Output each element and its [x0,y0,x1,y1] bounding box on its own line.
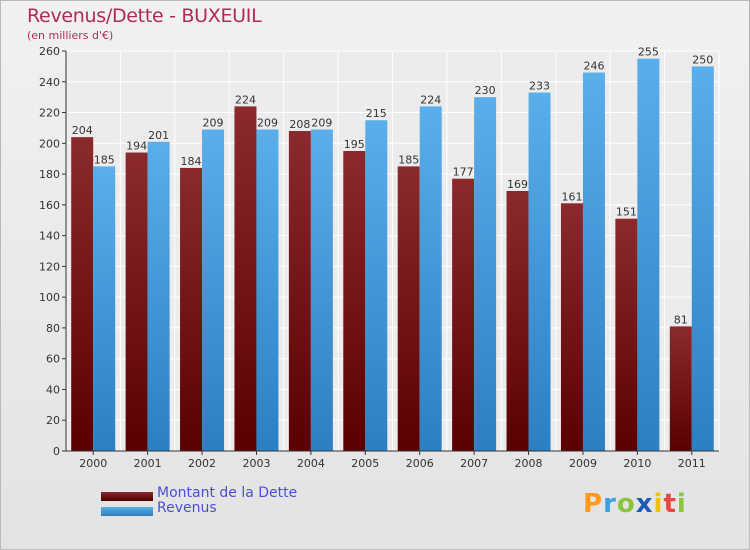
data-label-dette: 224 [235,93,256,106]
logo-letter: i [653,489,664,519]
bar-revenus-2001 [147,141,170,451]
data-label-dette: 208 [289,118,310,131]
data-label-revenus: 215 [366,107,387,120]
logo-letter: i [676,489,687,519]
y-tick-label: 180 [39,168,60,181]
bar-revenus-2002 [202,129,225,451]
data-label-dette: 204 [72,124,93,137]
y-tick-label: 200 [39,137,60,150]
y-tick-label: 100 [39,291,60,304]
y-tick-label: 240 [39,76,60,89]
y-tick-label: 60 [46,353,60,366]
bar-dette-2000 [71,137,94,451]
bar-dette-2001 [125,152,148,452]
x-tick-label: 2009 [569,457,597,470]
data-label-revenus: 224 [420,93,441,106]
bar-revenus-2006 [419,106,442,451]
bar-revenus-2010 [637,58,660,451]
legend-swatch-debt [101,492,153,501]
bar-revenus-2011 [691,66,714,451]
bar-revenus-2008 [528,92,551,452]
x-tick-label: 2007 [460,457,488,470]
x-tick-label: 2001 [134,457,162,470]
data-label-revenus: 209 [203,116,224,129]
data-label-dette: 81 [674,313,688,326]
bar-dette-2010 [615,218,638,451]
data-label-revenus: 255 [638,46,659,59]
logo-letter: t [663,489,677,519]
gridlines [65,50,720,452]
y-tick-label: 40 [46,383,60,396]
data-label-dette: 177 [453,166,474,179]
bar-revenus-2009 [582,72,605,452]
y-tick-label: 20 [46,414,60,427]
bar-dette-2009 [560,203,583,451]
bar-dette-2005 [343,151,366,451]
data-label-revenus: 230 [475,84,496,97]
logo-letter: o [616,489,636,519]
y-tick-label: 120 [39,260,60,273]
bar-dette-2002 [180,167,203,451]
y-tick-label: 0 [53,445,60,458]
bar-dette-2003 [234,106,257,451]
chart-title: Revenus/Dette - BUXEUIL [27,5,262,27]
data-label-revenus: 246 [583,60,604,73]
proxiti-logo: Proxiti [583,489,687,519]
x-tick-label: 2000 [79,457,107,470]
x-tick-label: 2005 [351,457,379,470]
x-tick-label: 2006 [406,457,434,470]
bars [71,58,714,452]
y-tick-label: 220 [39,107,60,120]
data-label-revenus: 209 [257,116,278,129]
data-label-dette: 194 [126,140,147,153]
data-label-revenus: 250 [692,53,713,66]
data-label-revenus: 185 [94,153,115,166]
legend-label-revenus: Revenus [157,500,217,516]
bar-dette-2006 [397,166,420,451]
bar-revenus-2004 [310,129,333,451]
x-tick-label: 2011 [678,457,706,470]
data-label-dette: 151 [616,206,637,219]
data-label-revenus: 233 [529,80,550,93]
logo-letter: x [635,489,654,519]
y-tick-label: 260 [39,45,60,58]
legend-label-debt: Montant de la Dette [157,485,298,501]
bar-dette-2008 [506,191,529,451]
bar-revenus-2005 [365,120,388,451]
x-tick-label: 2010 [623,457,651,470]
bar-dette-2004 [288,131,311,451]
x-tick-label: 2002 [188,457,216,470]
x-tick-label: 2003 [242,457,270,470]
bar-revenus-2003 [256,129,279,451]
bar-revenus-2000 [93,166,116,451]
bar-dette-2007 [452,178,475,451]
data-label-dette: 184 [181,155,202,168]
data-label-dette: 169 [507,178,528,191]
data-label-dette: 185 [398,153,419,166]
logo-letter: r [603,489,617,519]
x-tick-label: 2008 [515,457,543,470]
data-label-dette: 195 [344,138,365,151]
axes: 0 20 40 60 80 100 120 140 160 180 200 220 240 260 2000… [39,45,719,470]
bar-dette-2011 [669,326,692,451]
data-label-revenus: 201 [148,129,169,142]
legend-swatch-revenus [101,507,153,516]
y-tick-label: 80 [46,322,60,335]
chart-subtitle: (en milliers d'€) [27,29,114,42]
data-label-revenus: 209 [311,116,332,129]
y-tick-label: 160 [39,199,60,212]
y-tick-label: 140 [39,230,60,243]
data-label-dette: 161 [561,190,582,203]
logo-letter: P [583,489,604,519]
bar-revenus-2007 [474,97,497,452]
x-tick-label: 2004 [297,457,325,470]
